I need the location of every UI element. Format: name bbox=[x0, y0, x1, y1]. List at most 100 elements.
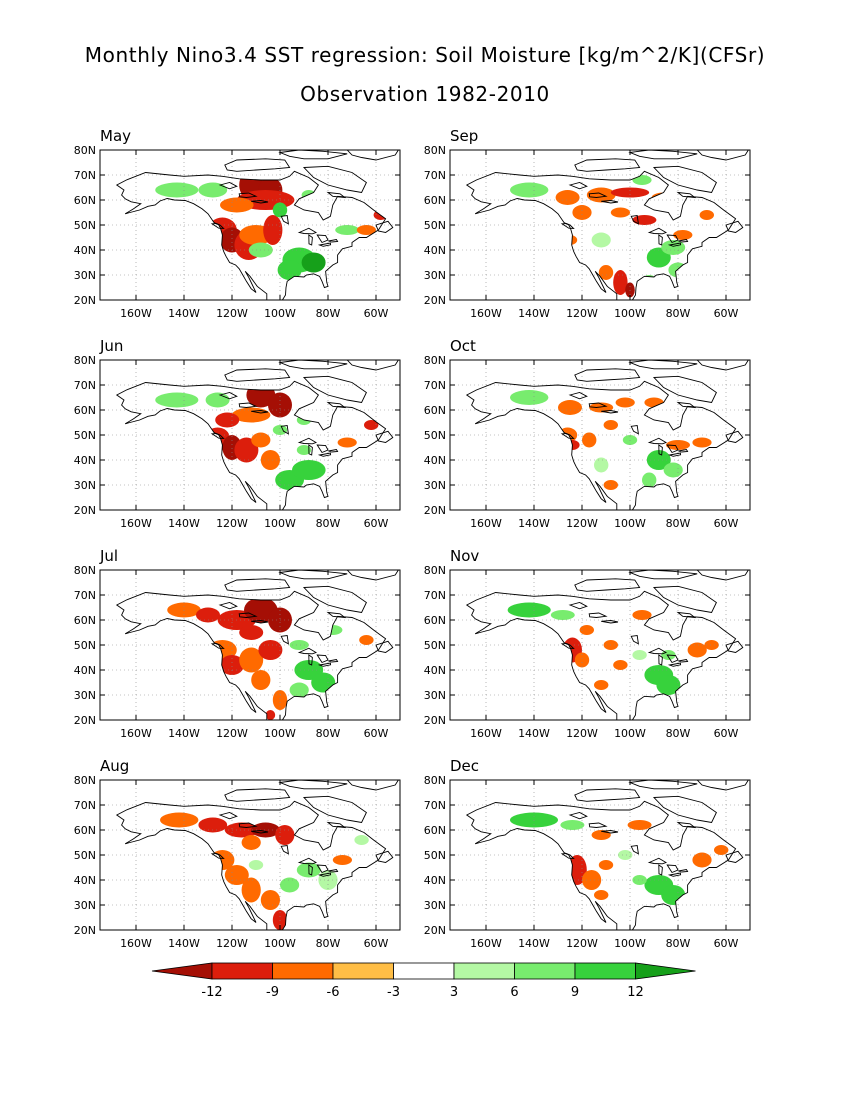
lon-label: 100W bbox=[264, 307, 296, 320]
lat-label: 60N bbox=[74, 614, 96, 627]
map-panel: 20N 30N 40N 50N 60N 70N 80N 160W 140W 120W 100W 80W… bbox=[74, 757, 401, 950]
lon-label: 140W bbox=[518, 307, 550, 320]
map-background bbox=[100, 570, 400, 720]
anomaly-blob bbox=[582, 870, 602, 890]
lon-label: 140W bbox=[518, 727, 550, 740]
anomaly-blob bbox=[591, 232, 611, 248]
anomaly-blob bbox=[277, 260, 302, 280]
lat-label: 40N bbox=[74, 244, 96, 257]
anomaly-blob bbox=[663, 462, 683, 478]
anomaly-blob bbox=[289, 682, 309, 698]
map-background bbox=[450, 360, 750, 510]
figure-subtitle: Observation 1982-2010 bbox=[300, 82, 550, 106]
anomaly-blob bbox=[280, 877, 300, 893]
lat-label: 70N bbox=[74, 169, 96, 182]
lat-label: 40N bbox=[74, 664, 96, 677]
panel-title: Sep bbox=[450, 127, 478, 145]
lon-label: 100W bbox=[264, 517, 296, 530]
lat-label: 20N bbox=[74, 924, 96, 937]
anomaly-blob bbox=[692, 852, 712, 868]
anomaly-blob bbox=[289, 640, 309, 650]
anomaly-blob bbox=[632, 215, 657, 225]
anomaly-field bbox=[160, 812, 369, 930]
anomaly-blob bbox=[160, 812, 199, 828]
gridlines bbox=[100, 360, 400, 510]
map-panel: 20N 30N 40N 50N 60N 70N 80N 160W 140W 120W 100W 80W… bbox=[74, 547, 401, 740]
panel-title: May bbox=[100, 127, 131, 145]
lon-label: 80W bbox=[666, 307, 691, 320]
panel-title: Jun bbox=[99, 337, 123, 355]
anomaly-blob bbox=[155, 182, 199, 198]
colorbar: -12 -9 -6 -3 3 6 9 12 bbox=[151, 962, 696, 1000]
anomaly-blob bbox=[627, 820, 652, 830]
colorbar-segment bbox=[574, 962, 636, 980]
anomaly-blob bbox=[224, 865, 249, 885]
lat-label: 70N bbox=[74, 379, 96, 392]
map-panels: 20N 30N 40N 50N 60N 70N 80N 160W 140W 120W 100W 80W… bbox=[74, 127, 751, 950]
colorbar-label: -12 bbox=[201, 985, 222, 1000]
lat-label: 70N bbox=[424, 379, 446, 392]
anomaly-blob bbox=[335, 225, 360, 235]
lon-label: 60W bbox=[364, 937, 389, 950]
lat-label: 60N bbox=[424, 824, 446, 837]
anomaly-blob bbox=[205, 392, 230, 408]
lon-label: 160W bbox=[470, 727, 502, 740]
anomaly-blob bbox=[332, 855, 352, 865]
colorbar-label: -9 bbox=[266, 985, 279, 1000]
lon-label: 60W bbox=[714, 307, 739, 320]
colorbar-segment bbox=[514, 962, 576, 980]
coastlines bbox=[115, 360, 399, 510]
lon-label: 60W bbox=[714, 727, 739, 740]
lat-label: 30N bbox=[74, 269, 96, 282]
lon-label: 140W bbox=[168, 307, 200, 320]
anomaly-blob bbox=[220, 197, 254, 213]
anomaly-blob bbox=[632, 875, 647, 885]
anomaly-blob bbox=[296, 445, 312, 455]
lon-label: 140W bbox=[518, 517, 550, 530]
lon-label: 60W bbox=[364, 727, 389, 740]
lat-label: 50N bbox=[424, 639, 446, 652]
lon-label: 160W bbox=[120, 727, 152, 740]
lat-label: 80N bbox=[74, 774, 96, 787]
colorbar-arrow-high bbox=[635, 962, 696, 980]
lat-label: 50N bbox=[74, 219, 96, 232]
lon-label: 80W bbox=[316, 727, 341, 740]
lon-label: 160W bbox=[120, 307, 152, 320]
anomaly-blob bbox=[239, 625, 264, 640]
anomaly-blob bbox=[155, 392, 199, 408]
lat-label: 50N bbox=[424, 849, 446, 862]
anomaly-blob bbox=[586, 187, 616, 203]
map-panel: 20N 30N 40N 50N 60N 70N 80N 160W 140W 120W 100W 80W… bbox=[424, 127, 751, 320]
map-panel: 20N 30N 40N 50N 60N 70N 80N 160W 140W 120W 100W 80W… bbox=[424, 757, 751, 950]
anomaly-blob bbox=[603, 420, 618, 430]
lon-label: 100W bbox=[614, 517, 646, 530]
lat-label: 40N bbox=[74, 454, 96, 467]
lat-label: 80N bbox=[74, 144, 96, 157]
lat-label: 60N bbox=[424, 614, 446, 627]
panel-title: Dec bbox=[450, 757, 479, 775]
anomaly-blob bbox=[613, 660, 628, 670]
lat-label: 30N bbox=[424, 479, 446, 492]
coastlines bbox=[465, 780, 749, 930]
anomaly-blob bbox=[220, 655, 244, 675]
lat-label: 40N bbox=[424, 454, 446, 467]
anomaly-blob bbox=[673, 230, 693, 240]
anomaly-blob bbox=[687, 642, 707, 658]
colorbar-label: -3 bbox=[387, 985, 400, 1000]
lon-label: 120W bbox=[216, 727, 248, 740]
anomaly-blob bbox=[196, 607, 220, 623]
anomaly-blob bbox=[558, 400, 582, 415]
lat-label: 80N bbox=[424, 144, 446, 157]
coastlines bbox=[465, 150, 749, 300]
lon-label: 80W bbox=[666, 937, 691, 950]
colorbar-label: 12 bbox=[627, 985, 644, 1000]
anomaly-blob bbox=[265, 710, 276, 720]
gridlines bbox=[450, 570, 750, 720]
anomaly-blob bbox=[251, 670, 271, 690]
lon-label: 80W bbox=[316, 937, 341, 950]
anomaly-blob bbox=[232, 407, 271, 423]
anomaly-blob bbox=[704, 640, 719, 650]
anomaly-blob bbox=[555, 190, 580, 205]
figure-title: Monthly Nino3.4 SST regression: Soil Moi… bbox=[85, 43, 765, 67]
colorbar-label: -6 bbox=[327, 985, 340, 1000]
